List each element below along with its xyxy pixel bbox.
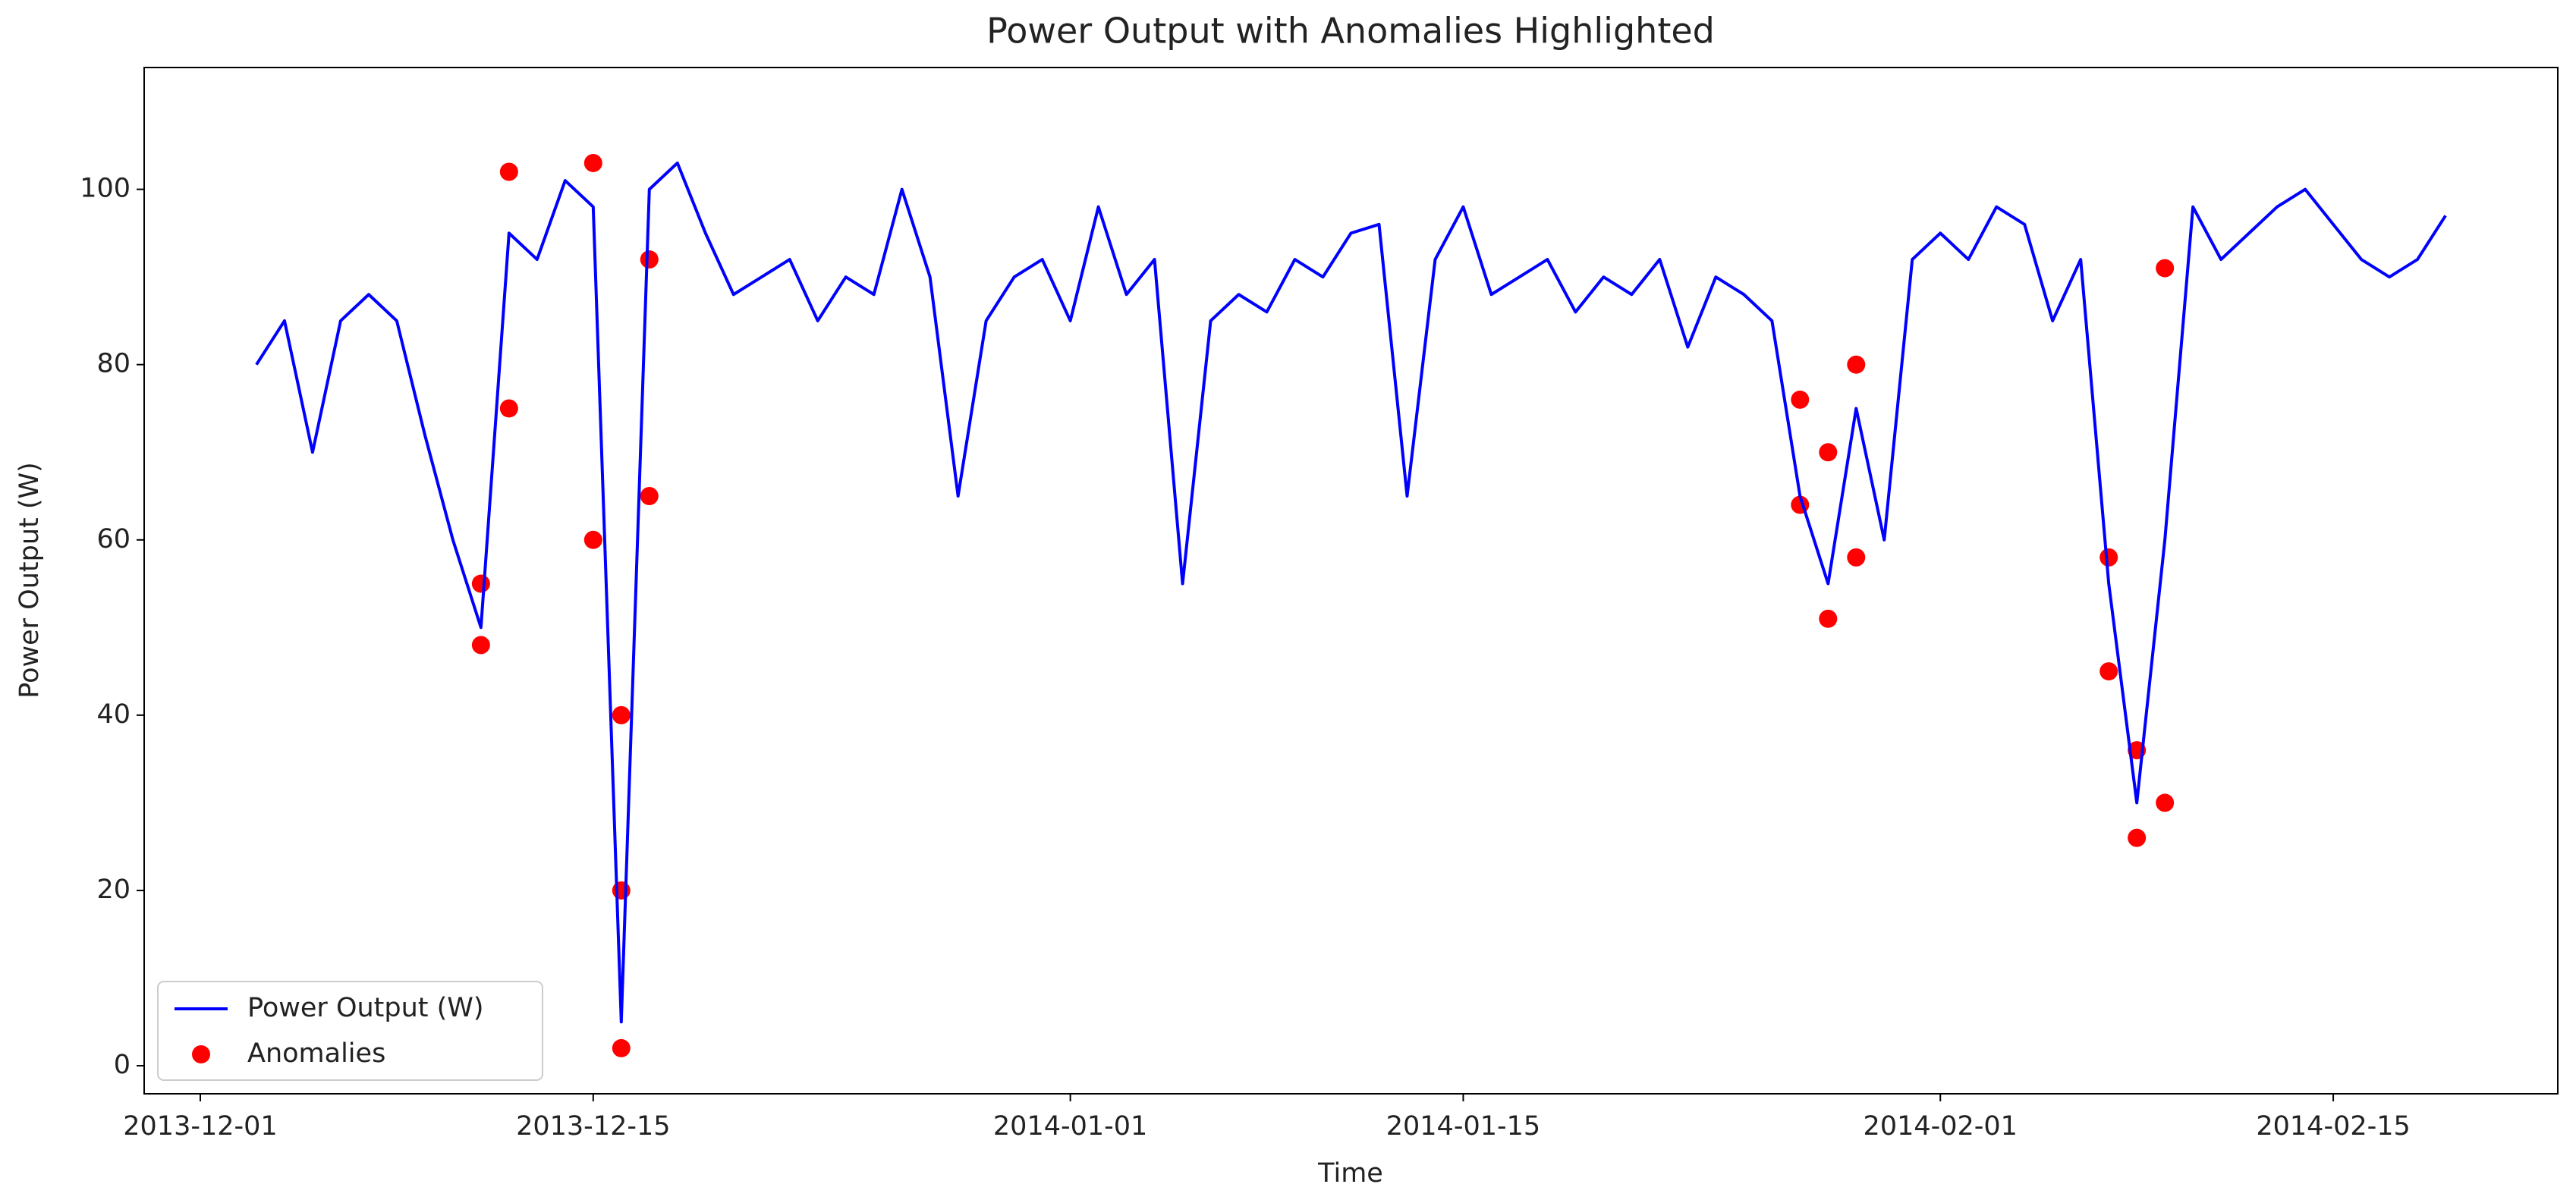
chart-title: Power Output with Anomalies Highlighted bbox=[986, 11, 1715, 52]
anomaly-point bbox=[471, 636, 490, 655]
anomaly-point bbox=[1819, 443, 1838, 462]
anomaly-point bbox=[2099, 662, 2118, 681]
power-line bbox=[255, 161, 2447, 1024]
y-tick-label: 80 bbox=[96, 349, 131, 379]
anomaly-point bbox=[2156, 793, 2175, 812]
anomaly-point bbox=[612, 705, 631, 724]
legend-box bbox=[157, 981, 543, 1081]
x-tick-label: 2013-12-15 bbox=[516, 1111, 670, 1142]
legend-swatch bbox=[192, 1045, 210, 1063]
anomaly-point bbox=[640, 487, 659, 506]
y-tick-label: 100 bbox=[80, 174, 131, 204]
anomaly-point bbox=[2156, 259, 2175, 278]
legend-label: Anomalies bbox=[247, 1038, 385, 1069]
anomaly-point bbox=[2128, 828, 2147, 847]
anomaly-point bbox=[499, 399, 518, 418]
anomaly-point bbox=[583, 530, 602, 549]
anomaly-point bbox=[471, 574, 490, 593]
legend-label: Power Output (W) bbox=[247, 993, 484, 1023]
anomaly-point bbox=[612, 881, 631, 900]
y-tick-label: 60 bbox=[96, 524, 131, 554]
x-tick-label: 2014-02-01 bbox=[1864, 1111, 2018, 1142]
x-tick-label: 2014-01-15 bbox=[1386, 1111, 1540, 1142]
anomaly-point bbox=[583, 153, 602, 172]
anomaly-point bbox=[1791, 390, 1810, 409]
y-tick-label: 20 bbox=[96, 875, 131, 905]
x-tick-label: 2014-01-01 bbox=[993, 1111, 1147, 1142]
anomaly-point bbox=[640, 250, 659, 269]
anomaly-point bbox=[1847, 548, 1866, 567]
x-tick-label: 2013-12-01 bbox=[123, 1111, 277, 1142]
plot-frame bbox=[143, 67, 2559, 1095]
anomaly-point bbox=[1819, 609, 1838, 628]
y-axis-label: Power Output (W) bbox=[14, 462, 45, 699]
y-tick-label: 0 bbox=[114, 1050, 131, 1080]
anomaly-point bbox=[1847, 355, 1866, 374]
anomaly-point bbox=[612, 1038, 631, 1057]
x-tick-label: 2014-02-15 bbox=[2256, 1111, 2410, 1142]
anomaly-point bbox=[2099, 548, 2118, 567]
x-axis-label: Time bbox=[1317, 1158, 1383, 1189]
y-tick-label: 40 bbox=[96, 699, 131, 730]
anomaly-point bbox=[499, 162, 518, 181]
